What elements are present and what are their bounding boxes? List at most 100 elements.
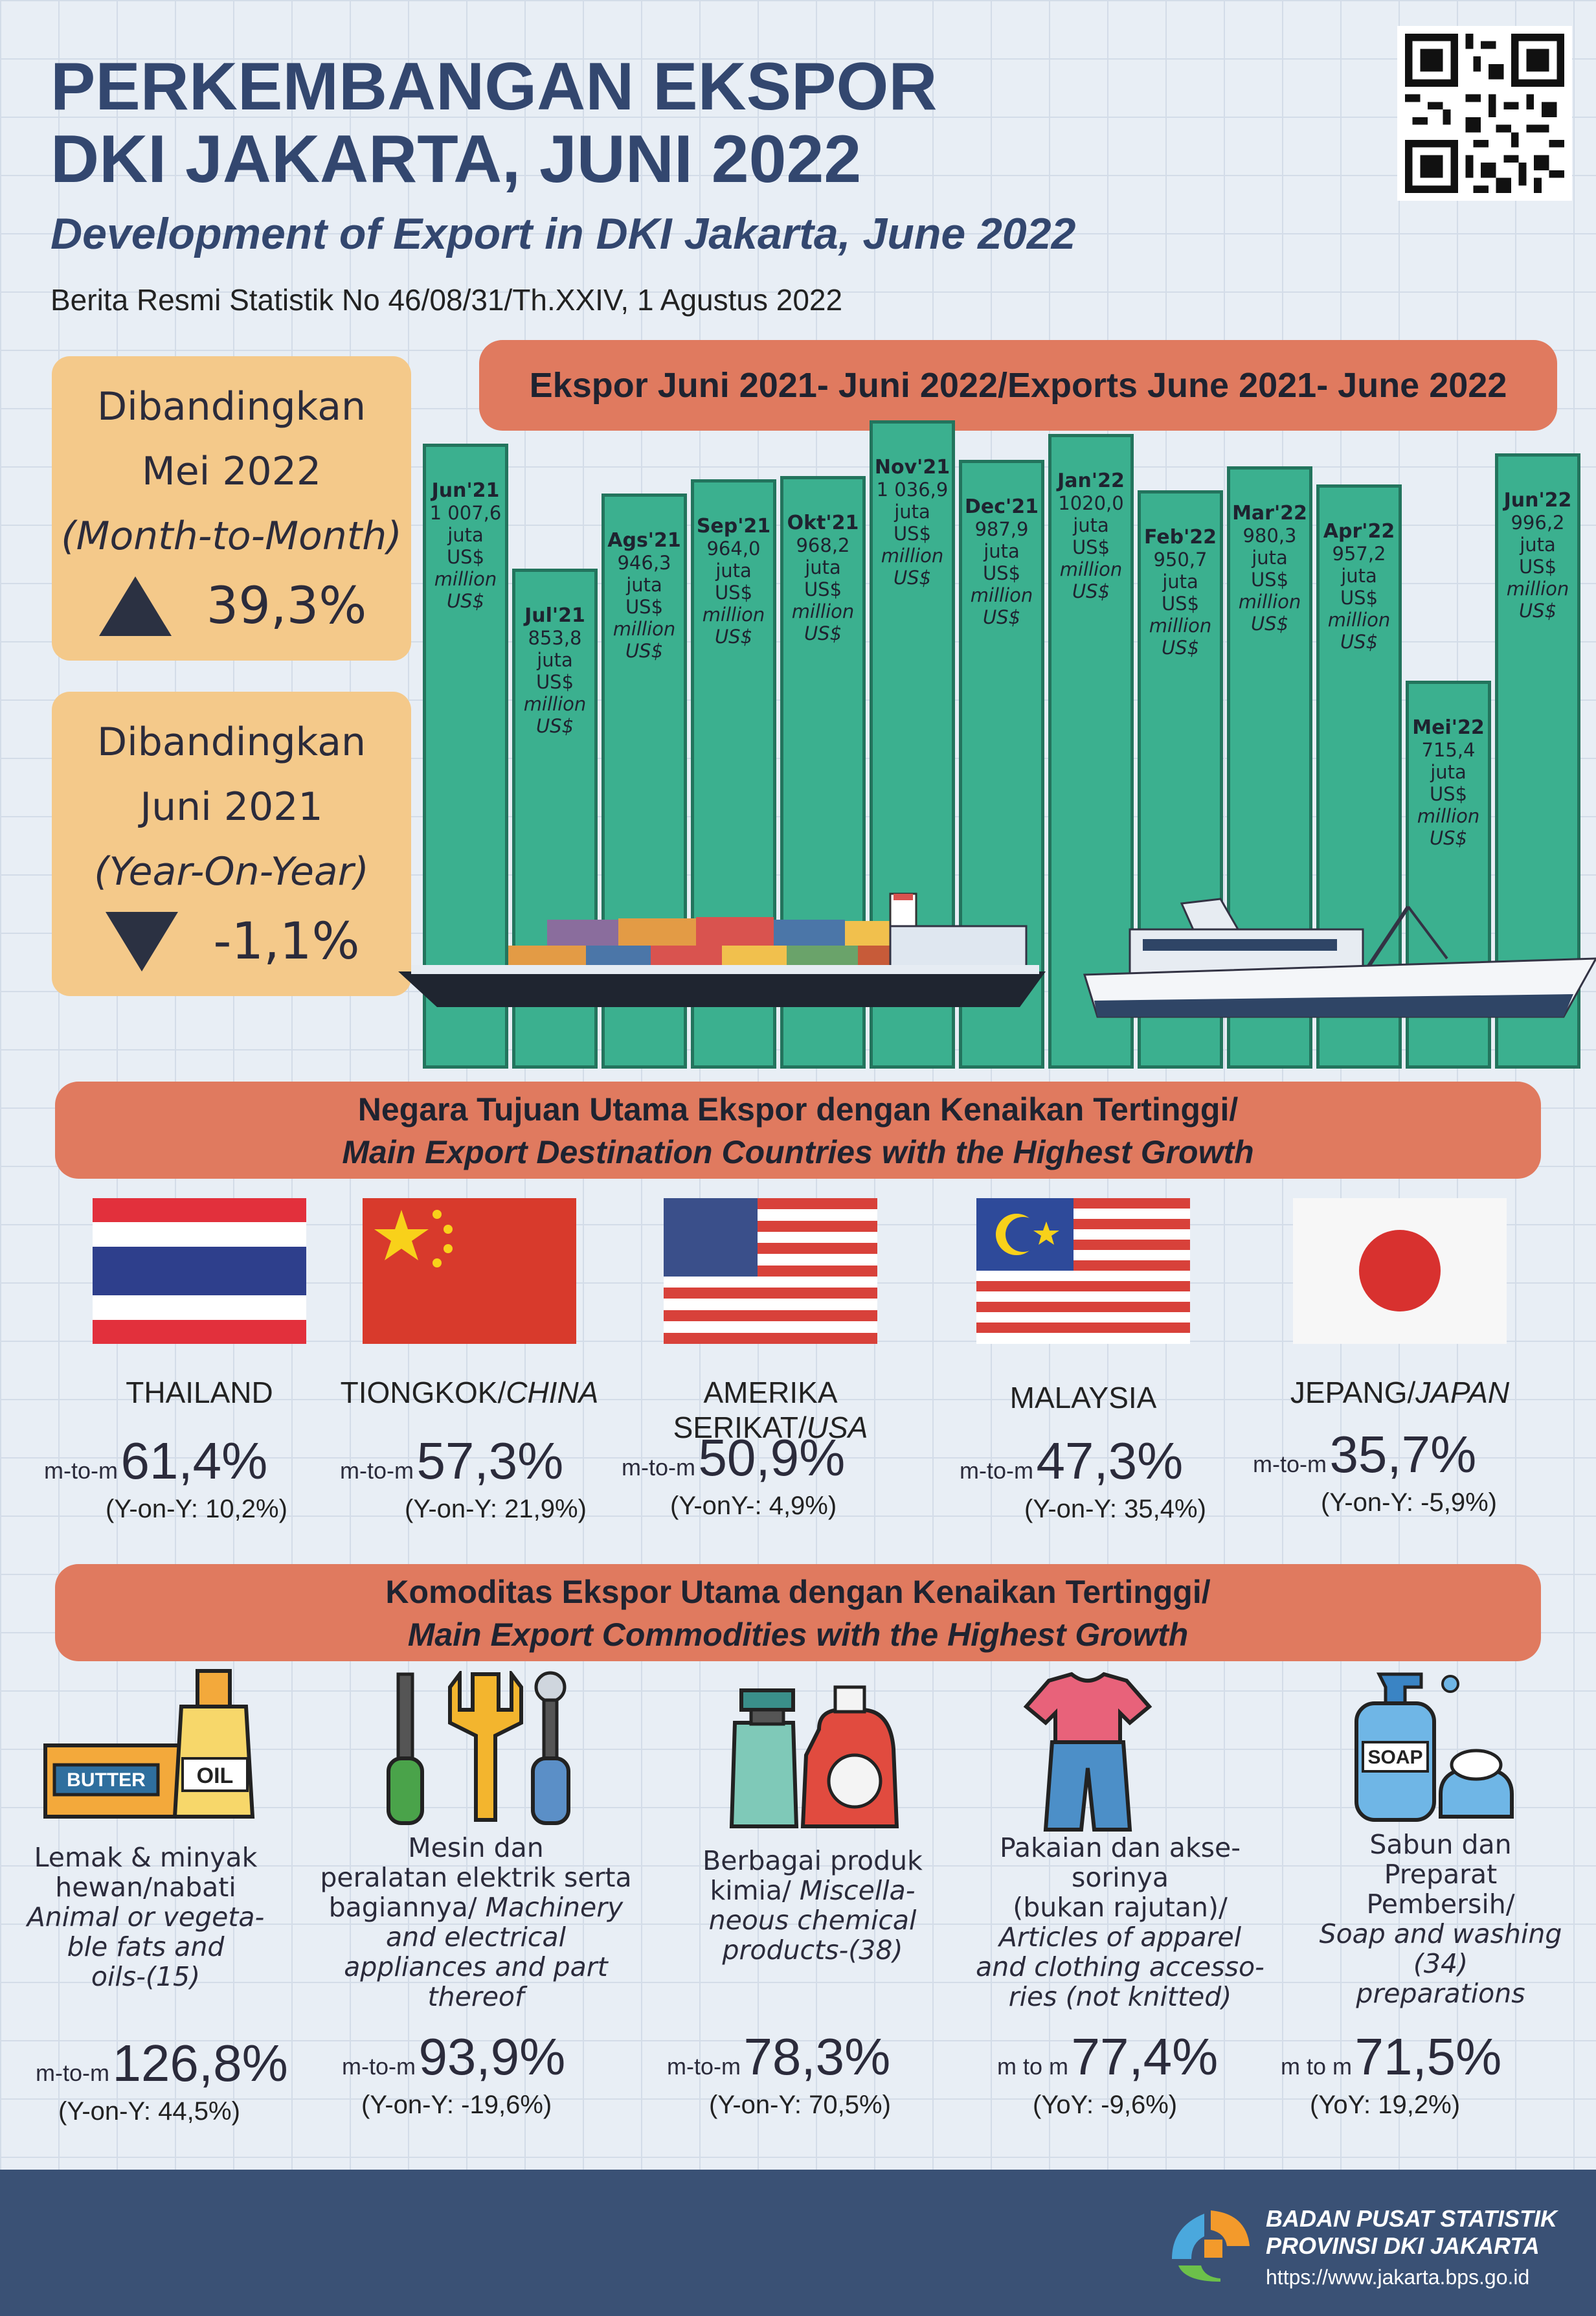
- triangle-up-icon: [98, 576, 172, 636]
- soap-icon: SOAP: [1354, 1672, 1514, 1822]
- bar-value-label: 853,8: [528, 627, 582, 649]
- bar-unit-en-label: million US$: [1149, 615, 1212, 659]
- japan-yoy: (Y-on-Y: -5,9%): [1321, 1488, 1497, 1517]
- bar-month-label: Jan'22: [1057, 470, 1125, 492]
- org-name: BADAN PUSAT STATISTIK PROVINSI DKI JAKAR…: [1266, 2205, 1557, 2259]
- japan-stat: m-to-m 35,7% (Y-on-Y: -5,9%): [1253, 1425, 1497, 1517]
- bar-value-label: 1020,0: [1058, 492, 1124, 514]
- bar-unit-en-label: million US$: [970, 584, 1033, 628]
- title-line-1: PERKEMBANGAN EKSPOR: [51, 49, 938, 124]
- bar-unit-label: juta US$: [1340, 565, 1378, 609]
- usa-value: 50,9%: [698, 1429, 846, 1486]
- mtm-label-2: Mei 2022: [141, 449, 322, 494]
- usa-yoy: (Y-onY-: 4,9%): [670, 1492, 837, 1520]
- commodity-apparel: Pakaian dan akse- sorinya (bukan rajutan…: [976, 1832, 1264, 2012]
- bar-unit-label: juta US$: [714, 560, 753, 604]
- bar-month-label: Okt'21: [787, 512, 859, 534]
- country-usa: AMERIKA SERIKAT/USA: [622, 1198, 919, 1445]
- yoy-label-1: Dibandingkan: [96, 720, 366, 765]
- countries-banner-line-1: Negara Tujuan Utama Ekspor dengan Kenaik…: [357, 1091, 1239, 1128]
- country-japan: JEPANG/JAPAN: [1251, 1198, 1549, 1410]
- bar-unit-label: juta US$: [1250, 547, 1289, 591]
- bar-month-label: Feb'22: [1143, 526, 1217, 549]
- mtm-label-1: Dibandingkan: [96, 384, 366, 429]
- svg-text:BUTTER: BUTTER: [67, 1769, 146, 1791]
- fats-value: 126,8%: [112, 2034, 288, 2092]
- thailand-value: 61,4%: [120, 1432, 268, 1490]
- footer: BADAN PUSAT STATISTIK PROVINSI DKI JAKAR…: [0, 2170, 1596, 2316]
- usa-flag-icon: [664, 1198, 877, 1344]
- bar-unit-label: juta US$: [1518, 534, 1557, 578]
- bar-value-label: 1 007,6: [429, 502, 502, 524]
- commodities-banner-line-1: Komoditas Ekspor Utama dengan Kenaikan T…: [385, 1574, 1211, 1610]
- yoy-box: Dibandingkan Juni 2021 (Year-On-Year) -1…: [52, 692, 411, 996]
- fishing-ship-icon: [1083, 898, 1596, 1018]
- apparel-stat: m to m 77,4% (YoY: -9,6%): [997, 2028, 1219, 2119]
- bar-month-label: Nov'21: [874, 456, 950, 479]
- bar-unit-en-label: million US$: [881, 545, 944, 589]
- japan-flag-icon: [1293, 1198, 1507, 1344]
- apparel-yoy: (YoY: -9,6%): [1033, 2091, 1178, 2119]
- triangle-down-icon: [106, 912, 179, 971]
- page-title: PERKEMBANGAN EKSPOR DKI JAKARTA, JUNI 20…: [51, 51, 1216, 196]
- bar-unit-label: juta US$: [625, 574, 664, 618]
- bar-month-label: Mei'22: [1412, 716, 1485, 739]
- svg-text:OIL: OIL: [197, 1764, 234, 1788]
- mtm-value: 39,3%: [206, 577, 367, 635]
- bar-month-label: Ags'21: [607, 529, 681, 552]
- bar-unit-label: juta US$: [893, 501, 932, 545]
- country-name: TIONGKOK/CHINA: [340, 1376, 599, 1409]
- commodity-fats: Lemak & minyak hewan/nabati Animal or ve…: [27, 1842, 265, 1992]
- thailand-yoy: (Y-on-Y: 10,2%): [106, 1495, 287, 1523]
- bar-unit-label: juta US$: [446, 524, 485, 568]
- bar-value-label: 946,3: [617, 552, 671, 574]
- bar-unit-label: juta US$: [535, 649, 574, 693]
- bar-month-label: Mar'22: [1232, 502, 1307, 525]
- bar-unit-en-label: million US$: [1506, 578, 1569, 622]
- cargo-ship-icon: [398, 892, 1046, 1007]
- country-name: THAILAND: [126, 1376, 273, 1409]
- bar-unit-en-label: million US$: [1417, 805, 1480, 849]
- fats-stat: m-to-m 126,8% (Y-on-Y: 44,5%): [36, 2034, 288, 2126]
- bar-month-label: Jul'21: [524, 604, 585, 627]
- soap-yoy: (YoY: 19,2%): [1310, 2091, 1461, 2119]
- machinery-yoy: (Y-on-Y: -19,6%): [361, 2091, 552, 2119]
- org-url[interactable]: https://www.jakarta.bps.go.id: [1266, 2265, 1530, 2289]
- malaysia-yoy: (Y-on-Y: 35,4%): [1024, 1495, 1206, 1523]
- qr-code[interactable]: [1397, 26, 1572, 201]
- bps-logo-icon: [1172, 2210, 1250, 2282]
- bar-month-label: Dec'21: [965, 495, 1039, 518]
- qr-code-icon: [1405, 34, 1564, 193]
- bar-unit-en-label: million US$: [791, 600, 855, 644]
- country-name: MALAYSIA: [1009, 1381, 1157, 1414]
- mtm-box: Dibandingkan Mei 2022 (Month-to-Month) 3…: [52, 356, 411, 661]
- machinery-stat: m-to-m 93,9% (Y-on-Y: -19,6%): [342, 2028, 566, 2119]
- malaysia-stat: m-to-m 47,3% (Y-on-Y: 35,4%): [960, 1432, 1206, 1523]
- butter-oil-icon: BUTTER OIL: [43, 1669, 255, 1819]
- country-china: TIONGKOK/CHINA: [320, 1198, 618, 1410]
- bar-unit-en-label: million US$: [523, 693, 587, 737]
- country-malaysia: MALAYSIA: [934, 1198, 1232, 1415]
- machinery-value: 93,9%: [418, 2028, 566, 2085]
- chemicals-yoy: (Y-on-Y: 70,5%): [709, 2091, 891, 2119]
- apparel-value: 77,4%: [1071, 2028, 1219, 2085]
- bar-value-label: 987,9: [974, 518, 1029, 540]
- bar-unit-label: juta US$: [804, 556, 842, 600]
- commodity-soap: Sabun dan Preparat Pembersih/ Soap and w…: [1319, 1829, 1562, 2009]
- ships-illustration: [398, 892, 1596, 1018]
- chemicals-value: 78,3%: [743, 2028, 891, 2085]
- countries-banner-line-2: Main Export Destination Countries with t…: [342, 1134, 1254, 1170]
- bar-unit-en-label: million US$: [1327, 609, 1391, 653]
- malaysia-flag-icon: [976, 1198, 1190, 1344]
- country-name: AMERIKA SERIKAT/USA: [673, 1376, 868, 1444]
- yoy-label-3: (Year-On-Year): [94, 849, 369, 894]
- japan-value: 35,7%: [1329, 1425, 1477, 1483]
- export-bar-chart: Jun'21 1 007,6 juta US$ million US$ Jul'21 85…: [421, 420, 1596, 1069]
- bar-value-label: 996,2: [1511, 512, 1565, 534]
- china-yoy: (Y-on-Y: 21,9%): [405, 1495, 587, 1523]
- china-stat: m-to-m 57,3% (Y-on-Y: 21,9%): [340, 1432, 587, 1523]
- bar-unit-label: juta US$: [1429, 761, 1468, 805]
- chemical-bottles-icon: [729, 1685, 899, 1828]
- bar-unit-en-label: million US$: [434, 568, 497, 612]
- bar-value-label: 980,3: [1242, 525, 1297, 547]
